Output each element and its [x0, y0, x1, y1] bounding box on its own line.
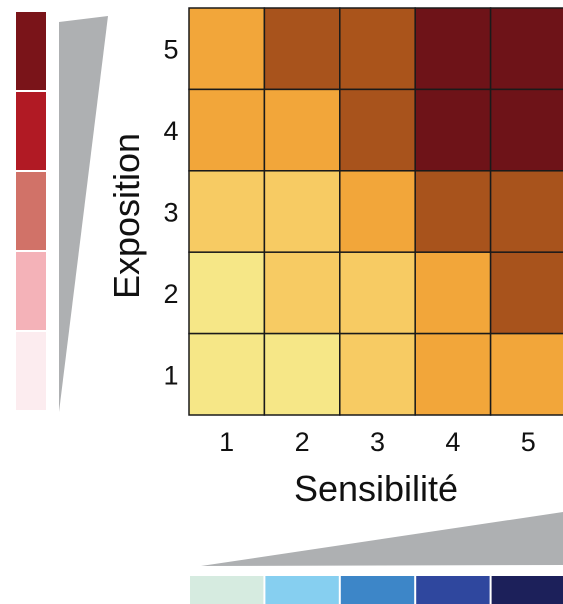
heatmap-cell-x2-y2 — [263, 251, 341, 335]
y-tick-label: 4 — [163, 116, 178, 146]
x-tick-label: 1 — [219, 427, 234, 457]
sensibilite-color-scale — [190, 576, 563, 604]
sensibilite-scale-swatch — [340, 576, 415, 604]
sensibilite-scale-swatch — [265, 576, 339, 604]
heatmap-cell-x1-y4 — [188, 88, 266, 172]
heatmap-cell-x2-y1 — [263, 332, 341, 416]
x-tick-label: 2 — [295, 427, 310, 457]
heatmap-grid — [188, 7, 563, 416]
heatmap-cell-x5-y5 — [489, 7, 563, 91]
exposition-gradient-wedge — [59, 16, 108, 412]
exposition-scale-swatch — [16, 332, 46, 410]
x-tick-label: 3 — [370, 427, 385, 457]
y-tick-label: 2 — [163, 279, 178, 309]
heatmap-cell-x4-y3 — [414, 170, 492, 253]
x-tick-labels: 1 2 3 4 5 — [219, 427, 536, 457]
heatmap-cell-x1-y1 — [188, 332, 266, 416]
heatmap-cell-x4-y2 — [414, 251, 492, 335]
exposition-color-scale — [16, 12, 46, 410]
heatmap-cell-x4-y5 — [414, 7, 492, 91]
x-axis-title: Sensibilité — [294, 468, 458, 509]
x-tick-label: 4 — [445, 427, 460, 457]
heatmap-cell-x1-y2 — [188, 251, 266, 335]
heatmap-cell-x2-y3 — [263, 170, 341, 253]
sensibilite-scale-swatch — [416, 576, 490, 604]
y-tick-labels: 1 2 3 4 5 — [163, 35, 178, 391]
exposition-scale-swatch — [16, 172, 46, 250]
x-tick-label: 5 — [521, 427, 536, 457]
heatmap-cell-x1-y5 — [188, 7, 266, 91]
heatmap-cell-x3-y2 — [339, 251, 416, 335]
heatmap-cell-x1-y3 — [188, 170, 266, 253]
y-tick-label: 5 — [163, 35, 178, 65]
heatmap-cell-x5-y4 — [489, 88, 563, 172]
y-tick-label: 3 — [163, 198, 178, 228]
heatmap-cell-x3-y1 — [339, 332, 416, 416]
heatmap-cell-x4-y1 — [414, 332, 492, 416]
exposition-scale-swatch — [16, 92, 46, 170]
sensibilite-scale-swatch — [190, 576, 264, 604]
heatmap-cell-x2-y4 — [263, 88, 341, 172]
exposition-scale-swatch — [16, 252, 46, 330]
heatmap-cell-x5-y1 — [489, 332, 563, 416]
y-axis-title: Exposition — [106, 133, 147, 299]
heatmap-cell-x3-y5 — [339, 7, 416, 91]
heatmap-cell-x2-y5 — [263, 7, 341, 91]
heatmap-cell-x3-y4 — [339, 88, 416, 172]
heatmap-cell-x5-y3 — [489, 170, 563, 253]
sensibilite-scale-swatch — [491, 576, 563, 604]
sensibilite-gradient-wedge — [201, 512, 563, 566]
heatmap-cell-x3-y3 — [339, 170, 416, 253]
exposition-scale-swatch — [16, 12, 46, 90]
y-tick-label: 1 — [163, 360, 178, 390]
heatmap-cell-x5-y2 — [489, 251, 563, 335]
heatmap-cell-x4-y4 — [414, 88, 492, 172]
